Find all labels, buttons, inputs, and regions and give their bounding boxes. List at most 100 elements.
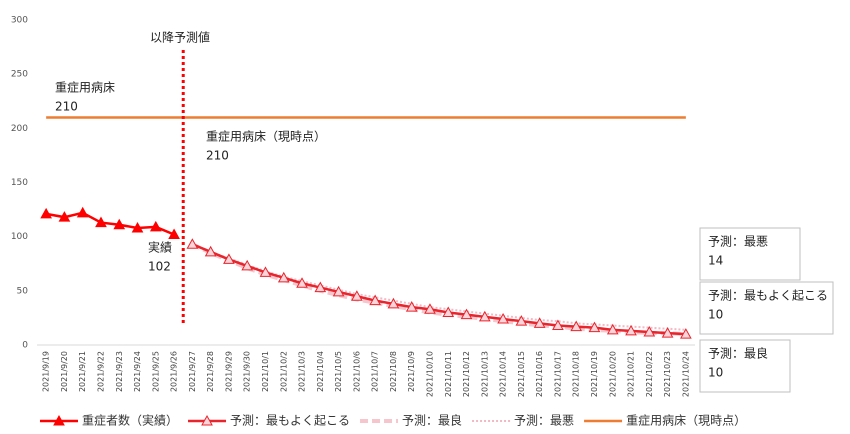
annotation-box (699, 281, 834, 335)
marker (314, 281, 327, 293)
series-line (191, 243, 686, 336)
annotation-value: 14 (708, 254, 723, 268)
x-tick-label: 2021/10/5 (334, 351, 343, 392)
x-tick-label: 2021/9/26 (170, 351, 179, 392)
y-tick-label: 150 (11, 178, 28, 188)
annotation-label: 実績 (148, 240, 172, 255)
x-tick-label: 2021/10/6 (352, 351, 361, 392)
legend-label: 予測：最もよく起こる (230, 414, 350, 428)
annotation-box (699, 227, 801, 281)
marker (131, 221, 144, 233)
y-tick-label: 300 (11, 16, 28, 26)
marker (259, 266, 272, 277)
annotation-value: 102 (148, 260, 171, 274)
marker (442, 306, 455, 317)
annotation-value: 210 (55, 100, 78, 114)
x-tick-label: 2021/10/18 (572, 351, 581, 397)
x-tick-label: 2021/9/22 (96, 351, 105, 392)
marker (570, 320, 583, 332)
marker (204, 245, 217, 257)
x-tick-label: 2021/9/28 (206, 351, 215, 392)
y-tick-label: 50 (17, 286, 29, 296)
annotation-label: 予測：最もよく起こる (708, 289, 828, 303)
annotation-box (699, 339, 791, 393)
annotation-value: 210 (206, 149, 229, 163)
legend-marker (201, 414, 213, 426)
x-tick-label: 2021/9/30 (243, 351, 252, 392)
marker (40, 207, 52, 219)
legend-label: 重症者数（実績） (82, 413, 178, 428)
marker (186, 238, 199, 249)
marker (369, 294, 381, 306)
marker (552, 319, 564, 330)
x-tick-label: 2021/10/9 (407, 351, 416, 392)
marker (405, 301, 418, 312)
legend-label: 重症用病床（現時点） (626, 413, 746, 428)
marker (643, 325, 656, 337)
x-tick-label: 2021/10/15 (517, 351, 526, 397)
x-tick-label: 2021/10/14 (499, 351, 508, 397)
y-tick-label: 250 (11, 70, 28, 80)
marker (223, 253, 235, 264)
x-tick-label: 2021/10/11 (444, 351, 453, 397)
x-tick-label: 2021/10/16 (535, 351, 544, 397)
y-tick-label: 200 (11, 124, 28, 134)
marker (241, 259, 254, 271)
legend-marker (53, 414, 65, 426)
x-tick-label: 2021/10/3 (298, 351, 307, 392)
x-tick-label: 2021/9/27 (188, 351, 197, 392)
marker (277, 271, 290, 283)
x-tick-label: 2021/10/22 (645, 351, 654, 397)
marker (95, 216, 107, 228)
x-tick-label: 2021/9/25 (151, 351, 160, 392)
marker (606, 323, 619, 335)
marker (76, 206, 89, 218)
y-tick-label: 100 (11, 232, 28, 242)
x-tick-label: 2021/9/20 (60, 351, 69, 392)
x-tick-label: 2021/10/8 (389, 351, 398, 392)
annotation-value: 10 (708, 366, 723, 380)
x-tick-label: 2021/10/24 (681, 351, 690, 397)
annotation-label: 重症用病床 (55, 80, 115, 95)
annotation-label: 重症用病床（現時点） (206, 129, 326, 144)
legend-label: 予測：最良 (402, 413, 462, 428)
marker (296, 277, 308, 288)
x-tick-label: 2021/10/12 (462, 351, 471, 397)
marker (387, 297, 400, 309)
x-tick-label: 2021/10/21 (627, 351, 636, 397)
annotation-label: 以降予測値 (150, 30, 210, 45)
x-tick-label: 2021/9/29 (224, 351, 233, 392)
legend-label: 予測：最悪 (514, 414, 574, 428)
annotation-label: 予測：最良 (708, 346, 768, 361)
marker (113, 218, 126, 230)
x-tick-label: 2021/10/2 (279, 351, 288, 392)
marker (424, 303, 436, 314)
marker (460, 308, 473, 320)
annotation-value: 10 (708, 308, 723, 322)
marker (58, 211, 71, 222)
marker (149, 220, 162, 232)
marker (332, 285, 345, 297)
x-tick-label: 2021/10/23 (663, 351, 672, 397)
x-tick-label: 2021/10/20 (608, 351, 617, 397)
series-line (191, 243, 686, 331)
y-tick-label: 0 (22, 341, 28, 351)
marker (497, 312, 509, 324)
x-tick-label: 2021/9/19 (42, 351, 51, 392)
marker (515, 315, 528, 326)
marker (625, 324, 637, 336)
x-tick-label: 2021/10/19 (590, 351, 599, 397)
x-tick-label: 2021/10/13 (480, 351, 489, 397)
marker (168, 228, 180, 239)
x-tick-label: 2021/9/21 (78, 351, 87, 392)
marker (533, 317, 546, 328)
marker (661, 327, 674, 338)
x-tick-label: 2021/10/1 (261, 351, 270, 392)
series-line (191, 242, 686, 337)
x-tick-label: 2021/10/17 (553, 351, 562, 397)
marker (588, 321, 601, 333)
x-tick-label: 2021/9/24 (133, 351, 142, 392)
x-tick-label: 2021/9/23 (115, 351, 124, 392)
annotation-label: 予測：最悪 (708, 235, 768, 249)
